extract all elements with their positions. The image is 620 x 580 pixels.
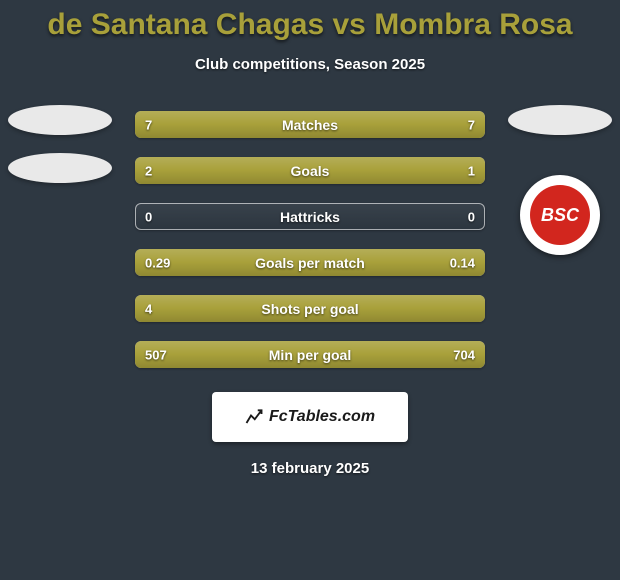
stat-row: 7 7 Matches (135, 111, 485, 138)
chart-icon (245, 408, 263, 426)
stat-value-left: 0 (145, 209, 152, 224)
player-left-ellipse-2 (8, 153, 112, 183)
stat-value-left: 507 (145, 347, 167, 362)
stat-value-right: 0.14 (450, 255, 475, 270)
stats-rows: 7 7 Matches 2 1 Goals 0 0 Hattricks 0.29 0.14 Goals… (135, 111, 485, 368)
stat-value-left: 4 (145, 301, 152, 316)
stat-label: Min per goal (269, 347, 351, 363)
stat-label: Matches (282, 117, 338, 133)
stat-row: 2 1 Goals (135, 157, 485, 184)
stat-label: Goals (291, 163, 330, 179)
stat-value-left: 7 (145, 117, 152, 132)
stat-value-right: 7 (468, 117, 475, 132)
bar-left (135, 157, 368, 184)
club-badge-inner: BSC (530, 185, 590, 245)
player-left-ellipse-1 (8, 105, 112, 135)
stat-row: 0.29 0.14 Goals per match (135, 249, 485, 276)
footer-text: FcTables.com (269, 408, 375, 426)
stat-value-right: 704 (453, 347, 475, 362)
stat-value-left: 0.29 (145, 255, 170, 270)
stat-row: 4 Shots per goal (135, 295, 485, 322)
stat-value-right: 1 (468, 163, 475, 178)
club-badge-text: BSC (541, 206, 579, 224)
content-wrapper: de Santana Chagas vs Mombra Rosa Club co… (0, 0, 620, 580)
stat-label: Shots per goal (261, 301, 358, 317)
stat-row: 507 704 Min per goal (135, 341, 485, 368)
club-badge: BSC (520, 175, 600, 255)
stat-row: 0 0 Hattricks (135, 203, 485, 230)
stat-label: Goals per match (255, 255, 365, 271)
stat-value-right: 0 (468, 209, 475, 224)
player-right-ellipse-1 (508, 105, 612, 135)
stat-label: Hattricks (280, 209, 340, 225)
footer-badge: FcTables.com (212, 392, 408, 442)
stat-value-left: 2 (145, 163, 152, 178)
player-right-badge (505, 105, 615, 185)
player-left-badge (5, 105, 115, 185)
date-text: 13 february 2025 (0, 460, 620, 477)
page-title: de Santana Chagas vs Mombra Rosa (0, 8, 620, 42)
subtitle: Club competitions, Season 2025 (0, 56, 620, 73)
